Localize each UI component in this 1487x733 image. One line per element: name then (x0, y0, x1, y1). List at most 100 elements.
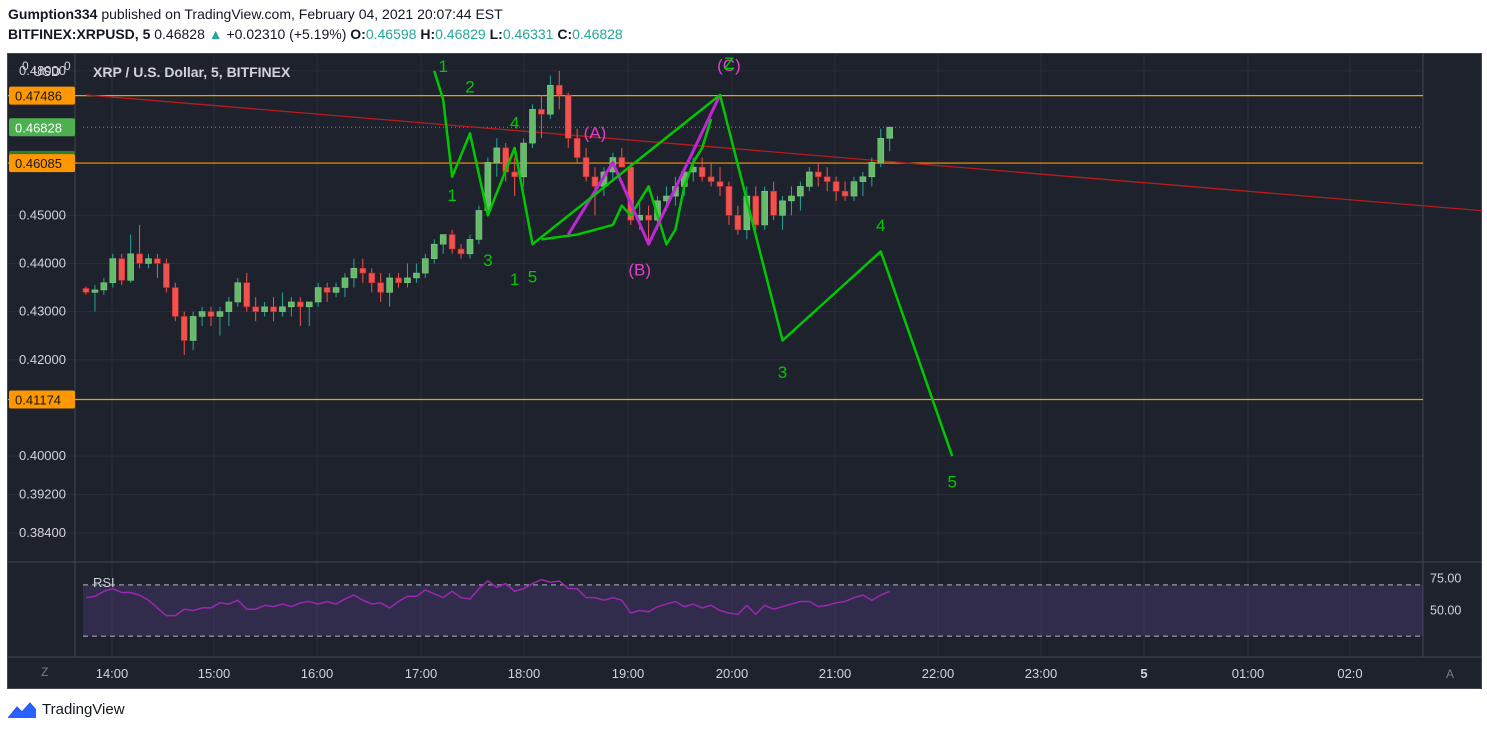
open-label: O: (350, 26, 366, 42)
change-arrow-icon: ▲ (208, 26, 223, 42)
wave-label: 1 (447, 186, 456, 205)
candle-body (270, 306, 277, 312)
sub-wave-line (541, 118, 713, 246)
candle-body (439, 234, 447, 245)
candle-body (788, 195, 795, 202)
currency-label: USD (33, 64, 60, 79)
candle-body (877, 137, 885, 163)
wave-label: 3 (483, 251, 492, 270)
candle-body (216, 311, 224, 317)
time-tick-label: 21:00 (819, 666, 852, 681)
wave-label: 5 (528, 268, 537, 287)
time-tick-label: 16:00 (301, 666, 334, 681)
price-tick-label: 0.42000 (19, 352, 66, 367)
candle-body (716, 181, 724, 187)
candle-body (448, 234, 456, 250)
time-tick-label: 18:00 (508, 666, 541, 681)
candle-body (797, 186, 804, 197)
candle-body (234, 282, 242, 303)
wave-label: 3 (778, 363, 787, 382)
candle-body (82, 288, 90, 293)
candle-body (770, 190, 777, 216)
rsi-tick-label: 50.00 (1430, 604, 1461, 618)
price-tick-label: 0.48000 (19, 63, 66, 78)
candle-body (314, 287, 322, 303)
chart-title: XRP / U.S. Dollar, 5, BITFINEX (93, 64, 291, 80)
candle-body (341, 277, 349, 288)
candle-body (350, 267, 358, 279)
candle-body (359, 267, 367, 274)
candle-body (413, 272, 420, 279)
price-tag-label: 0.47486 (15, 89, 62, 104)
author-name[interactable]: Gumption334 (8, 6, 98, 22)
price-tick-label: 0.45000 (19, 207, 66, 222)
impulse-wave-line (433, 70, 954, 457)
candle-body (886, 126, 894, 139)
candle-body (252, 306, 259, 312)
candle-body (859, 176, 867, 182)
corner-label-top-right: 0 (64, 59, 71, 73)
candle-body (288, 301, 295, 308)
candle-body (305, 301, 313, 308)
candle-body (386, 277, 393, 293)
candle-body (243, 282, 251, 308)
auto-scale-button[interactable]: A (1446, 667, 1454, 681)
candle-body (806, 171, 813, 187)
candle-body (564, 94, 572, 139)
chart-background (8, 54, 1481, 688)
time-tick-label: 20:00 (716, 666, 749, 681)
low-label: L: (489, 26, 503, 42)
candle-body (654, 200, 661, 221)
candle-body (261, 306, 268, 312)
close-value: 0.46828 (572, 26, 623, 42)
price-tag-label: 0.46828 (15, 120, 62, 135)
candle-body (368, 272, 376, 284)
rsi-band (83, 584, 1423, 637)
candle-body (136, 253, 143, 264)
time-tick-label: 5 (1140, 666, 1147, 681)
candle-body (430, 243, 438, 259)
open-value: 0.46598 (365, 26, 417, 42)
candle-body (493, 147, 501, 163)
wave-label: 4 (876, 216, 885, 235)
candle-body (823, 176, 831, 182)
horizontal-lines (8, 95, 1423, 401)
candle-body (832, 181, 840, 192)
candle-body (145, 258, 152, 264)
candle-body (198, 311, 206, 317)
time-tick-label: 19:00 (612, 666, 645, 681)
candle-body (547, 84, 554, 115)
price-tick-label: 0.38400 (19, 525, 66, 540)
candle-body (323, 287, 331, 293)
candle-body (225, 301, 233, 312)
trendline (85, 94, 1481, 212)
time-tick-label: 01:00 (1232, 666, 1265, 681)
tradingview-logo-icon[interactable] (8, 701, 36, 718)
candle-body (868, 162, 876, 178)
candle-body (154, 258, 161, 264)
price-change: +0.02310 (+5.19%) (226, 26, 347, 42)
candle-body (841, 190, 849, 197)
candle-body (645, 215, 652, 221)
timezone-button[interactable]: Z (41, 665, 48, 679)
candle-body (618, 157, 626, 168)
resistance-trendline (85, 94, 1481, 212)
price-tag (9, 154, 75, 173)
candle-body (698, 166, 706, 178)
candle-body (814, 171, 822, 178)
candle-body (529, 109, 536, 144)
brand-name[interactable]: TradingView (42, 701, 125, 718)
wave-label: Z (724, 54, 734, 73)
wave-label: (B) (628, 260, 651, 279)
candle-body (404, 277, 411, 284)
price-tick-label: 0.43000 (19, 304, 66, 319)
candle-body (734, 215, 742, 231)
rsi-tick-label: 75.00 (1430, 571, 1461, 585)
price-tick-label: 0.40000 (19, 448, 66, 463)
close-label: C: (557, 26, 573, 42)
grid (8, 54, 1481, 658)
rsi-pane: 75.00 50.00 (83, 571, 1461, 637)
candle-body (573, 137, 581, 158)
